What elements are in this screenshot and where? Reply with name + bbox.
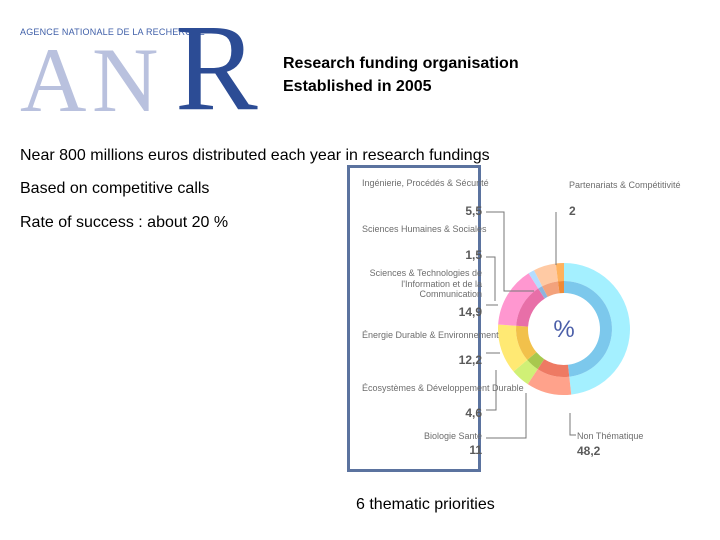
outer-slice bbox=[564, 263, 631, 395]
logo-letter-a: A bbox=[20, 29, 86, 131]
leader-line bbox=[486, 256, 496, 301]
slice-value-stic: 14,9 bbox=[458, 305, 482, 319]
agency-name: AGENCE NATIONALE DE LA RECHERCHE bbox=[20, 27, 205, 37]
slice-label-shs: Sciences Humaines & Sociales bbox=[362, 224, 487, 234]
outer-slice bbox=[528, 270, 543, 289]
slice-label-ecosystemes: Écosystèmes & Développement Durable bbox=[362, 383, 524, 393]
donut-hole bbox=[529, 294, 599, 364]
outer-slice bbox=[498, 273, 539, 326]
slice-value-energie: 12,2 bbox=[458, 353, 482, 367]
inner-slice bbox=[538, 286, 548, 299]
inner-ring bbox=[516, 281, 613, 377]
slice-label-ingenierie: Ingénierie, Procédés & Sécurité bbox=[362, 178, 489, 188]
leader-line bbox=[486, 211, 534, 292]
logo-letter-r: R bbox=[175, 0, 258, 136]
slice-label-energie: Énergie Durable & Environnement bbox=[362, 330, 499, 340]
outer-slice bbox=[513, 359, 538, 385]
leader-lines bbox=[486, 211, 576, 439]
bullet-competitive-calls: Based on competitive calls bbox=[20, 180, 210, 197]
leader-line bbox=[486, 393, 527, 439]
slice-label-biologie: Biologie Santé bbox=[423, 431, 482, 441]
percent-sign: % bbox=[553, 316, 574, 343]
outer-slice bbox=[534, 263, 558, 287]
inner-slice bbox=[542, 281, 560, 297]
highlight-frame bbox=[347, 165, 481, 472]
donut-chart: % bbox=[486, 211, 631, 439]
bullet-funding: Near 800 millions euros distributed each… bbox=[20, 147, 490, 164]
leader-line bbox=[569, 413, 576, 436]
slice-value-non-thematique: 48,2 bbox=[577, 444, 601, 458]
inner-slice bbox=[516, 288, 545, 327]
slice-label-partenariats: Partenariats & Compétitivité bbox=[569, 180, 681, 190]
slice-value-biologie: 11 bbox=[469, 443, 482, 457]
caption: 6 thematic priorities bbox=[356, 496, 495, 513]
leader-line bbox=[486, 370, 497, 411]
outer-slice bbox=[555, 263, 564, 282]
slice-label-non-thematique: Non Thématique bbox=[577, 431, 644, 441]
inner-slice bbox=[516, 325, 537, 360]
outer-ring bbox=[498, 263, 631, 395]
slice-value-ingenierie: 5,5 bbox=[465, 204, 482, 218]
bullet-success-rate: Rate of success : about 20 % bbox=[20, 214, 229, 231]
slice-value-ecosystemes: 4,6 bbox=[465, 406, 482, 420]
slice-value-shs: 1,5 bbox=[465, 248, 482, 262]
inner-slice bbox=[564, 281, 613, 377]
header-line-1: Research funding organisation bbox=[283, 55, 519, 72]
logo-letter-n: N bbox=[92, 29, 159, 131]
inner-slice bbox=[557, 281, 564, 294]
inner-slice bbox=[527, 352, 545, 370]
slice-value-partenariats: 2 bbox=[569, 204, 576, 218]
header-line-2: Established in 2005 bbox=[283, 78, 432, 95]
inner-slice bbox=[537, 359, 570, 377]
outer-slice bbox=[498, 324, 528, 372]
outer-slice bbox=[527, 369, 572, 395]
slice-label-stic: Sciences & Technologies de l'Information… bbox=[369, 268, 482, 299]
